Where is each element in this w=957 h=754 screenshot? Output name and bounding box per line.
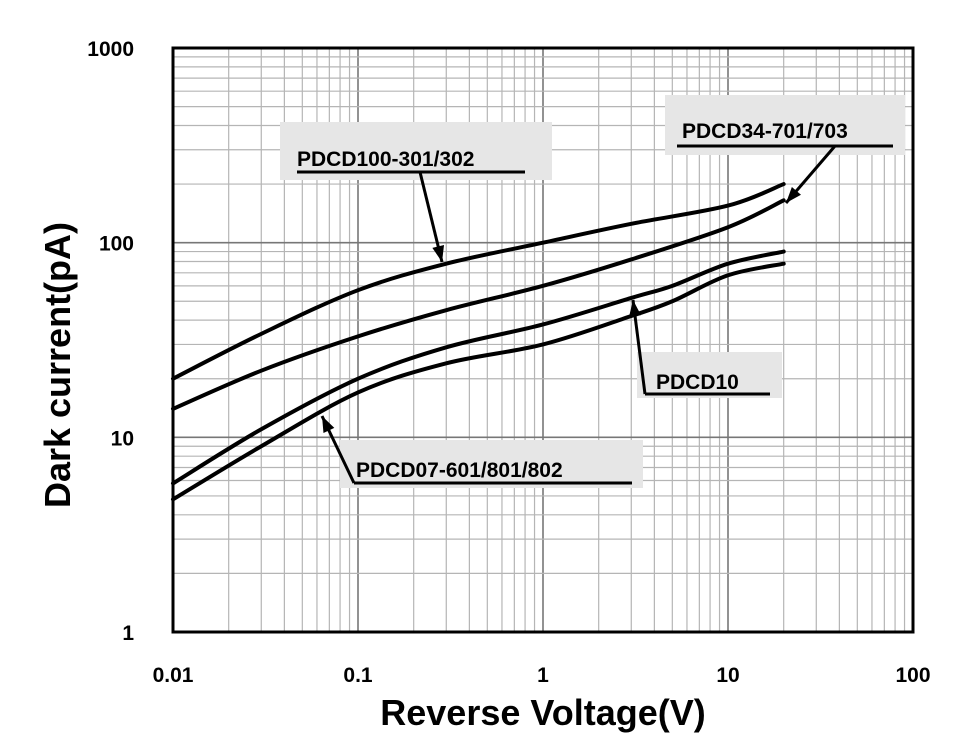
- y-tick-label: 100: [99, 233, 134, 256]
- x-tick-labels: 0.01 0.1 1 10 100: [153, 664, 931, 687]
- annotation-1: PDCD34-701/703: [665, 95, 905, 204]
- x-tick-label: 100: [895, 664, 930, 687]
- annotation-box: [637, 352, 782, 398]
- x-tick-label: 1: [537, 664, 549, 687]
- x-tick-label: 0.1: [343, 664, 373, 687]
- annotations: PDCD100-301/302 PDCD34-701/703 PDCD10 PDCD0…: [280, 95, 905, 488]
- annotation-3: PDCD07-601/801/802: [320, 415, 643, 488]
- series-line-3: [171, 261, 786, 502]
- annotation-label: PDCD10: [656, 371, 739, 394]
- annotation-label: PDCD34-701/703: [682, 120, 848, 143]
- x-tick-label: 10: [716, 664, 739, 687]
- annotation-label: PDCD100-301/302: [297, 148, 474, 171]
- series-lines: [171, 182, 786, 502]
- annotation-2: PDCD10: [629, 299, 782, 398]
- plot-frame: [171, 46, 915, 634]
- arrow-head-icon: [786, 186, 801, 203]
- y-tick-label: 1: [122, 622, 134, 645]
- annotation-box: [340, 440, 643, 488]
- annotation-0: PDCD100-301/302: [280, 122, 552, 263]
- arrow-head-icon: [629, 300, 641, 317]
- y-axis-label: Dark current(pA): [37, 222, 78, 508]
- series-line-2: [171, 249, 786, 486]
- annotation-label: PDCD07-601/801/802: [356, 459, 563, 482]
- y-tick-label: 1000: [87, 38, 134, 61]
- annotation-box: [280, 122, 552, 180]
- x-tick-label: 0.01: [153, 664, 194, 687]
- arrow-head-icon: [432, 245, 445, 262]
- y-tick-labels: 1 10 100 1000: [87, 38, 134, 645]
- series-line-0: [171, 182, 786, 381]
- y-tick-label: 10: [111, 427, 134, 450]
- arrow-head-icon: [322, 416, 335, 434]
- x-axis-label: Reverse Voltage(V): [380, 692, 705, 733]
- series-line-1: [171, 198, 786, 411]
